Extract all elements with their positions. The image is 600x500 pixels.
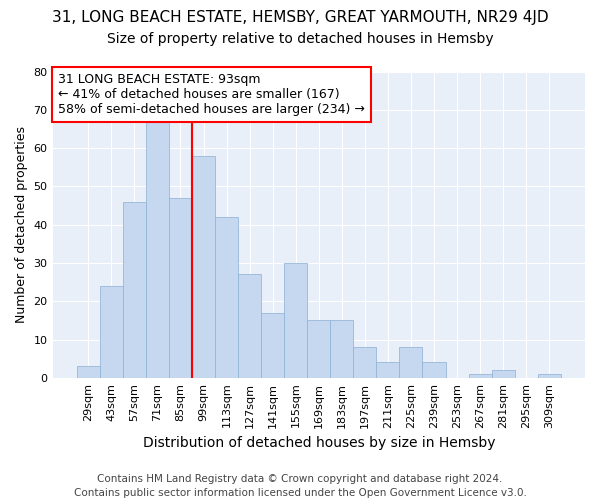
Text: 31, LONG BEACH ESTATE, HEMSBY, GREAT YARMOUTH, NR29 4JD: 31, LONG BEACH ESTATE, HEMSBY, GREAT YAR… [52,10,548,25]
Bar [100,286,123,378]
Text: 31 LONG BEACH ESTATE: 93sqm
← 41% of detached houses are smaller (167)
58% of se: 31 LONG BEACH ESTATE: 93sqm ← 41% of det… [58,73,365,116]
Bar [192,156,215,378]
Bar [376,362,400,378]
Y-axis label: Number of detached properties: Number of detached properties [15,126,28,323]
Bar [491,370,515,378]
Bar [538,374,561,378]
Bar [215,217,238,378]
Bar [330,320,353,378]
Bar [238,274,261,378]
Bar [169,198,192,378]
Bar [123,202,146,378]
Bar [284,263,307,378]
Bar [77,366,100,378]
Text: Size of property relative to detached houses in Hemsby: Size of property relative to detached ho… [107,32,493,46]
Bar [422,362,446,378]
Text: Contains HM Land Registry data © Crown copyright and database right 2024.
Contai: Contains HM Land Registry data © Crown c… [74,474,526,498]
X-axis label: Distribution of detached houses by size in Hemsby: Distribution of detached houses by size … [143,436,495,450]
Bar [400,347,422,378]
Bar [353,347,376,378]
Bar [146,122,169,378]
Bar [261,312,284,378]
Bar [307,320,330,378]
Bar [469,374,491,378]
